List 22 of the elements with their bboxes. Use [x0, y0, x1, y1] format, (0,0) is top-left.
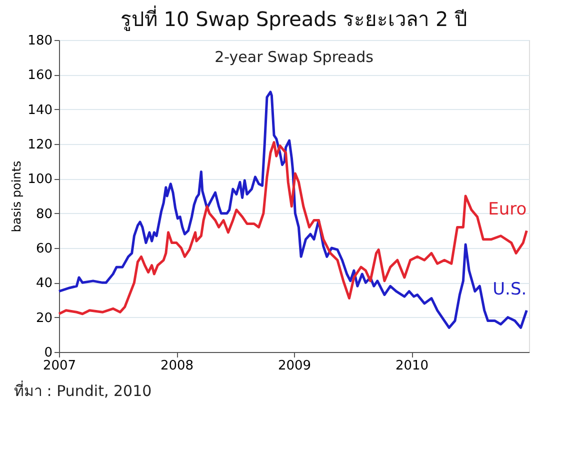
series-label: U.S. [492, 279, 527, 300]
y-tick-label: 160 [28, 68, 52, 84]
y-tick-label: 100 [28, 172, 52, 188]
x-tick-label: 2009 [278, 358, 312, 374]
y-tick-label: 80 [36, 206, 52, 222]
y-tick-label: 140 [28, 102, 52, 118]
y-tick-label: 20 [36, 310, 52, 326]
y-tick-label: 60 [36, 242, 52, 256]
x-tick-label: 2007 [42, 358, 76, 374]
line-series [58, 90, 528, 329]
y-tick-label: 180 [28, 34, 52, 48]
y-axis-title: basis points [10, 160, 24, 232]
line-series [58, 141, 528, 316]
text: 2-year Swap Spreads [214, 48, 374, 66]
text: ที่มา : Pundit, 2010 [14, 380, 152, 400]
chart-title: รูปที่ 10 Swap Spreads ระยะเวลา 2 ปี [120, 5, 468, 32]
series-label: Euro [488, 200, 527, 220]
y-tick-label: 120 [28, 138, 52, 152]
y-tick-label: 0 [44, 346, 52, 360]
y-tick-label: 40 [36, 276, 52, 292]
x-tick-label: 2010 [395, 358, 429, 374]
x-tick-label: 2008 [160, 358, 194, 374]
